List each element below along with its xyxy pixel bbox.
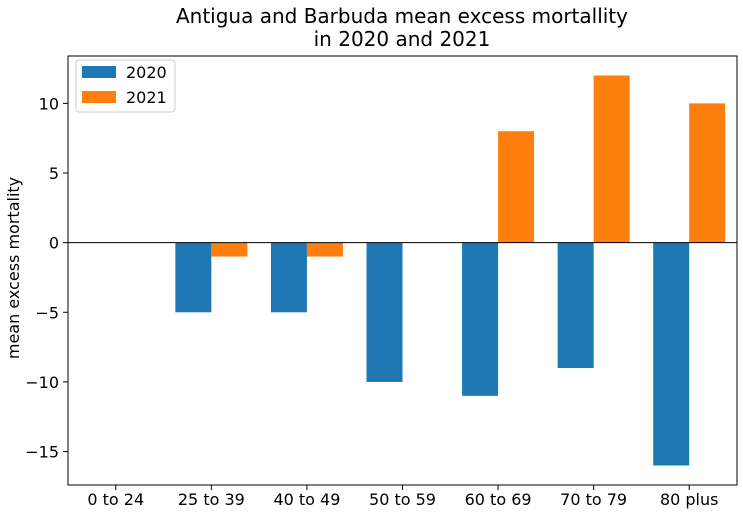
legend-label-2020: 2020 — [126, 63, 167, 82]
chart-title-line-2: in 2020 and 2021 — [314, 27, 491, 51]
x-tick-label-0: 0 to 24 — [87, 490, 144, 509]
x-tick-label-5: 70 to 79 — [560, 490, 627, 509]
bar-2020-5 — [557, 242, 594, 368]
y-tick-label-2: −5 — [35, 303, 59, 322]
x-tick-label-1: 25 to 39 — [178, 490, 245, 509]
bar-2021-2 — [306, 242, 343, 257]
bar-2021-6 — [689, 103, 726, 243]
y-tick-label-4: 5 — [49, 164, 59, 183]
chart-title-line-1: Antigua and Barbuda mean excess mortalli… — [176, 4, 628, 28]
legend-swatch-2020 — [82, 66, 116, 78]
bar-2021-5 — [593, 75, 630, 243]
bar-2020-6 — [653, 242, 690, 466]
legend-label-2021: 2021 — [126, 88, 167, 107]
bar-2020-3 — [366, 242, 403, 382]
x-tick-label-6: 80 plus — [660, 490, 719, 509]
bar-2020-4 — [462, 242, 499, 396]
bar-2020-2 — [270, 242, 307, 313]
y-axis-label: mean excess mortality — [4, 177, 23, 359]
x-tick-label-4: 60 to 69 — [465, 490, 532, 509]
legend-swatch-2021 — [82, 91, 116, 103]
x-tick-label-3: 50 to 59 — [369, 490, 436, 509]
y-tick-label-0: −15 — [25, 443, 59, 462]
y-tick-label-5: 10 — [39, 94, 59, 113]
bar-2021-1 — [211, 242, 248, 257]
bar-2020-1 — [175, 242, 212, 313]
bar-2021-4 — [498, 131, 535, 243]
x-tick-label-2: 40 to 49 — [273, 490, 340, 509]
legend: 2020 2021 — [75, 59, 176, 113]
plot-area: −15 −10 −5 0 5 10 0 to 24 25 to 39 40 to 49 50 to… — [25, 55, 738, 509]
y-tick-label-1: −10 — [25, 373, 59, 392]
y-tick-label-3: 0 — [49, 234, 59, 253]
